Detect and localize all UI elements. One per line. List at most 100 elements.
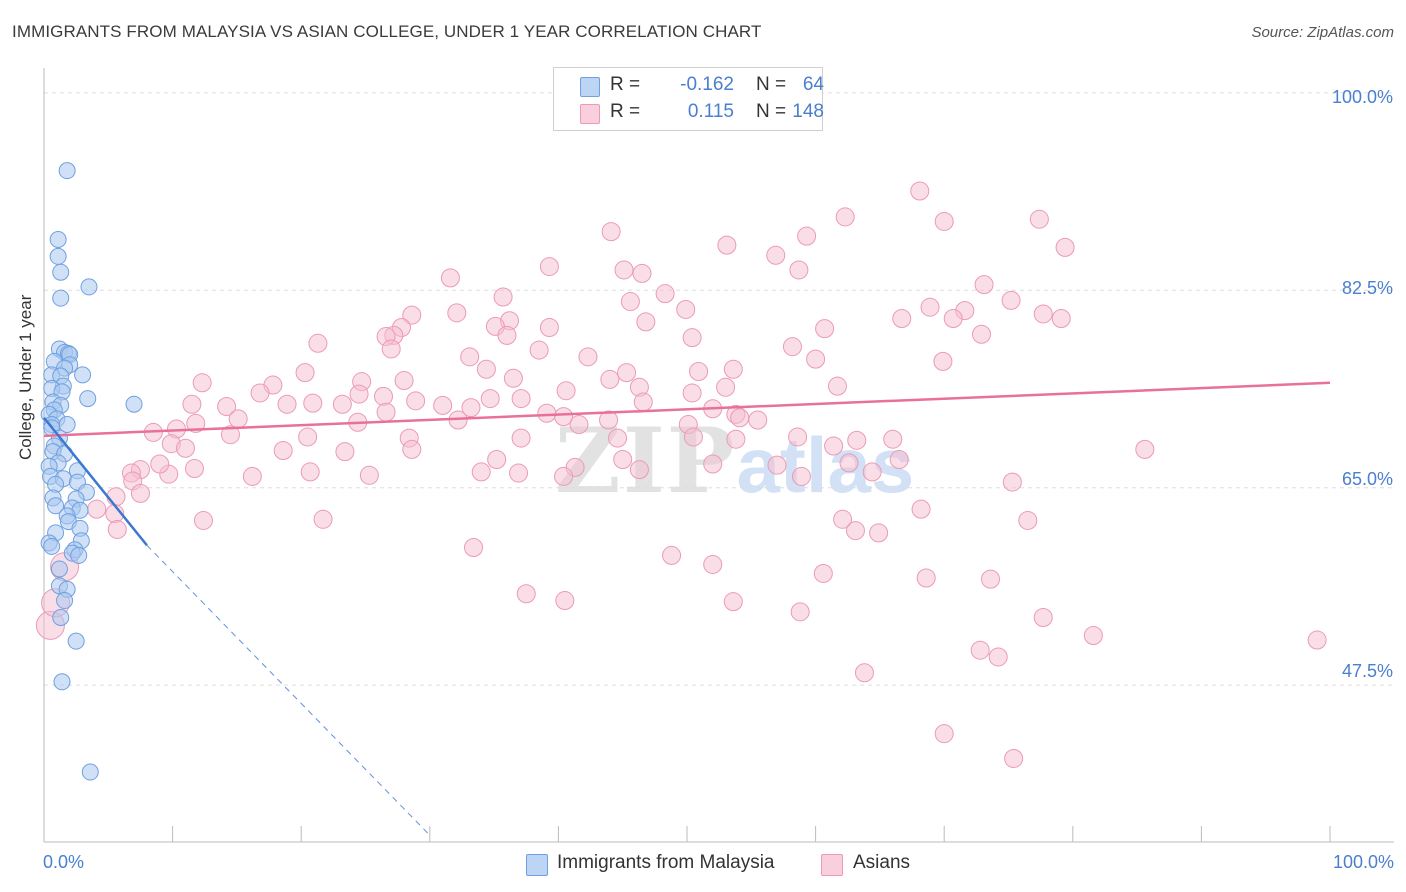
asians-point — [730, 408, 750, 428]
asians-point — [182, 394, 202, 414]
legend-n-value: 64 — [802, 74, 824, 95]
asians-point — [633, 392, 653, 412]
asians-point — [980, 569, 1000, 589]
asians-point — [476, 359, 496, 379]
asians-point — [767, 455, 787, 475]
asians-point — [509, 463, 529, 483]
asians-point — [335, 442, 355, 462]
legend-r-value: -0.162 — [680, 74, 734, 95]
asians-point — [883, 429, 903, 449]
asians-point — [662, 545, 682, 565]
asians-point — [689, 362, 709, 382]
asians-trend-line — [43, 381, 1331, 438]
series-legend: Immigrants from Malaysia Asians — [0, 852, 1406, 878]
legend-n-label: N = — [756, 101, 787, 122]
asians-point — [782, 337, 802, 357]
asians-point — [790, 602, 810, 622]
asians-point — [824, 436, 844, 456]
asians-point — [632, 263, 652, 283]
chart-source: Source: ZipAtlas.com — [1251, 24, 1394, 41]
asians-point — [242, 466, 262, 486]
asians-point — [1002, 472, 1022, 492]
asians-point — [298, 427, 318, 447]
x-tick-label: 100.0% — [1332, 852, 1394, 872]
asians-point — [332, 394, 352, 414]
y-tick-label: 47.5% — [1341, 661, 1393, 681]
asians-point — [1033, 607, 1053, 627]
asians-point — [511, 428, 531, 448]
asians-point — [1083, 626, 1103, 646]
asians-point — [406, 391, 426, 411]
asians-point — [402, 439, 422, 459]
y-tick-label: 65.0% — [1341, 469, 1393, 489]
asians-point — [87, 499, 107, 519]
malaysia-point — [80, 278, 98, 296]
asians-point — [313, 509, 333, 529]
asians-point — [682, 328, 702, 348]
asians-point — [862, 462, 882, 482]
malaysia-point — [49, 230, 67, 248]
asians-point — [655, 284, 675, 304]
asians-point — [394, 371, 414, 391]
asians-point — [555, 591, 575, 611]
asians-point — [854, 663, 874, 683]
asians-point — [943, 308, 963, 328]
asians-point — [682, 383, 702, 403]
legend-label-malaysia: Immigrants from Malaysia — [557, 852, 775, 873]
asians-point — [471, 462, 491, 482]
malaysia-point — [70, 546, 88, 564]
legend-r-value: 0.115 — [687, 101, 734, 122]
asians-point — [920, 297, 940, 317]
asians-point — [359, 465, 379, 485]
asians-point — [277, 394, 297, 414]
malaysia-point — [47, 497, 65, 515]
asians-point — [516, 584, 536, 604]
malaysia-point — [49, 247, 67, 265]
malaysia-point — [43, 537, 61, 555]
malaysia-point — [67, 632, 85, 650]
legend-swatch-asians — [580, 104, 600, 124]
asians-point — [150, 454, 170, 474]
asians-point — [250, 383, 270, 403]
asians-point — [1001, 290, 1021, 310]
asians-point — [608, 428, 628, 448]
asians-point — [529, 340, 549, 360]
asians-point — [726, 429, 746, 449]
malaysia-point — [56, 592, 74, 610]
malaysia-point — [52, 608, 70, 626]
asians-point — [723, 592, 743, 612]
asians-point — [461, 398, 481, 418]
asians-point — [788, 427, 808, 447]
asians-point — [601, 222, 621, 242]
asians-point — [433, 395, 453, 415]
asians-point — [600, 369, 620, 389]
asians-point — [806, 349, 826, 369]
malaysia-point — [81, 763, 99, 781]
malaysia-point — [52, 263, 70, 281]
malaysia-point — [79, 390, 97, 408]
asians-point — [599, 410, 619, 430]
asians-point — [717, 235, 737, 255]
asians-point — [974, 275, 994, 295]
asians-point — [934, 724, 954, 744]
asians-point — [797, 226, 817, 246]
asians-point — [539, 257, 559, 277]
asians-point — [184, 459, 204, 479]
asians-point — [892, 308, 912, 328]
y-axis-label: College, Under 1 year — [16, 294, 35, 460]
asians-point — [130, 483, 150, 503]
legend-swatch-malaysia — [526, 854, 548, 876]
asians-point — [228, 409, 248, 429]
asians-point — [578, 347, 598, 367]
asians-point — [539, 318, 559, 338]
legend-label-asians: Asians — [853, 852, 911, 873]
asians-point — [175, 438, 195, 458]
asians-point — [845, 521, 865, 541]
asians-point — [889, 450, 909, 470]
legend-swatch-asians — [821, 854, 843, 876]
asians-point — [349, 384, 369, 404]
asians-point — [1055, 237, 1075, 257]
malaysia-point — [52, 289, 70, 307]
asians-point — [723, 359, 743, 379]
asians-point — [447, 303, 467, 323]
